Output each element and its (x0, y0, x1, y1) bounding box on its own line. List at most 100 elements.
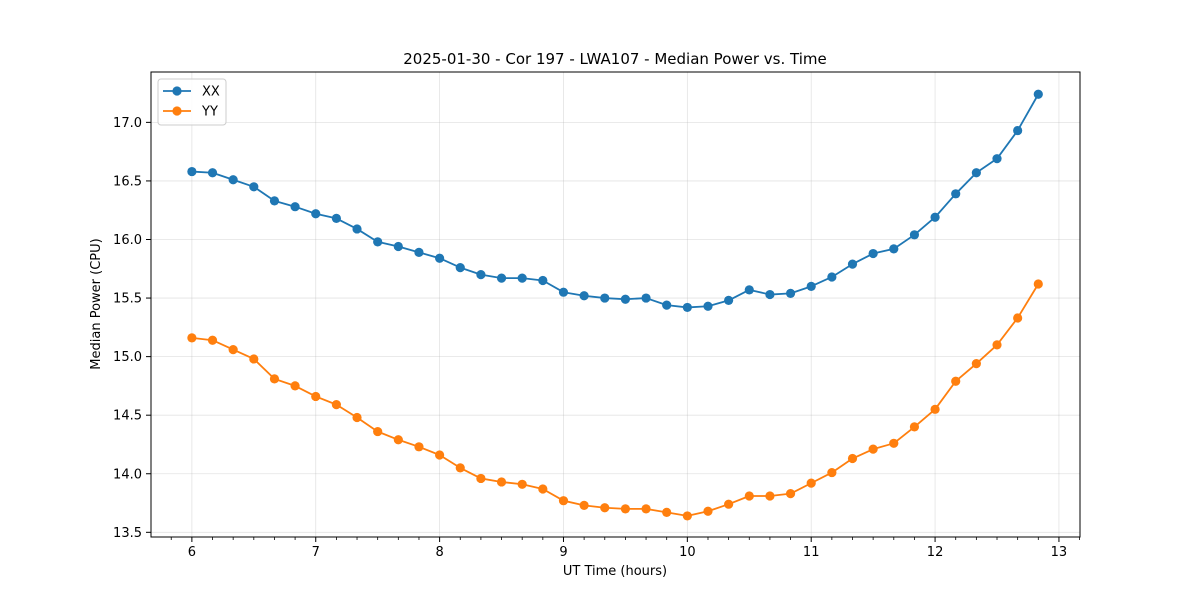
y-tick-label: 16.5 (113, 174, 142, 189)
chart-title: 2025-01-30 - Cor 197 - LWA107 - Median P… (403, 50, 827, 68)
x-tick-label: 9 (559, 545, 567, 560)
data-point (724, 499, 734, 509)
data-point (620, 504, 631, 514)
data-point (620, 294, 631, 304)
legend-entry-yy: YY (163, 105, 218, 120)
data-point (868, 248, 878, 259)
data-point (331, 400, 341, 410)
data-point (352, 224, 362, 234)
x-tick-label: 13 (1051, 545, 1068, 560)
data-point (207, 168, 218, 178)
series-xx (187, 89, 1043, 313)
legend: XX YY (157, 78, 227, 126)
data-point (971, 359, 981, 369)
series-layer (187, 89, 1043, 521)
data-point (558, 287, 569, 297)
data-point (806, 478, 816, 488)
data-point (847, 259, 858, 269)
data-point (476, 270, 486, 280)
data-point (311, 391, 321, 402)
y-tick-label: 14.5 (113, 409, 142, 424)
data-point (476, 473, 486, 484)
data-point (414, 247, 424, 257)
x-axis-label: UT Time (hours) (563, 564, 667, 579)
data-point (992, 154, 1002, 164)
data-point (1013, 313, 1023, 323)
data-point (373, 426, 383, 437)
series-yy (187, 279, 1043, 521)
data-point (290, 381, 300, 391)
series-yy-line (191, 283, 1040, 517)
legend-marker (172, 86, 182, 96)
data-point (930, 404, 940, 414)
data-point (558, 496, 569, 506)
data-point (207, 335, 218, 345)
data-point (249, 354, 259, 364)
data-point (785, 288, 796, 298)
data-point (662, 300, 672, 310)
data-point (352, 412, 362, 423)
x-tick-label: 7 (312, 545, 320, 560)
data-point (682, 302, 692, 313)
data-point (455, 263, 465, 273)
data-point (992, 340, 1002, 350)
data-point (331, 213, 341, 224)
x-tick-label: 8 (435, 545, 443, 560)
data-point (971, 168, 981, 178)
data-point (641, 293, 651, 303)
y-tick-label: 15.5 (113, 292, 142, 307)
data-point (1013, 125, 1023, 136)
data-point (827, 467, 837, 478)
y-tick-label: 13.5 (113, 526, 142, 541)
data-point (765, 491, 775, 501)
legend-label: YY (201, 105, 218, 120)
data-point (951, 376, 961, 386)
data-point (682, 511, 692, 521)
legend-label: XX (202, 85, 220, 100)
data-point (187, 333, 197, 343)
data-point (311, 209, 321, 219)
y-tick-label: 16.0 (113, 233, 142, 248)
data-point (373, 237, 383, 247)
data-point (579, 500, 589, 510)
data-point (744, 285, 754, 295)
data-point (785, 489, 796, 499)
data-point (868, 444, 878, 454)
data-point (827, 272, 837, 282)
data-point (435, 253, 445, 263)
legend-marker (172, 106, 182, 116)
data-point (744, 491, 754, 501)
data-point (414, 442, 424, 452)
data-point (517, 273, 527, 283)
data-point (538, 275, 548, 286)
data-point (909, 230, 920, 240)
data-point (951, 189, 961, 199)
data-point (538, 484, 548, 494)
data-point (1033, 279, 1043, 289)
data-point (600, 503, 610, 513)
data-point (930, 212, 940, 222)
legend-entry-xx: XX (163, 85, 220, 100)
data-point (393, 435, 403, 445)
axes: 6 7 8 9 10 11 12 13 13.5 14.0 14.5 15.0 15.5 16.0 16.5… (113, 116, 1080, 560)
series-xx-line (191, 93, 1040, 309)
data-point (393, 241, 403, 252)
y-tick-label: 14.0 (113, 467, 142, 482)
y-tick-label: 17.0 (113, 116, 142, 131)
data-point (1033, 89, 1043, 99)
data-point (228, 175, 238, 185)
data-point (579, 291, 589, 301)
data-point (847, 453, 858, 464)
data-point (269, 196, 280, 206)
data-point (517, 479, 527, 489)
data-point (600, 293, 610, 303)
data-point (909, 422, 920, 432)
data-point (806, 281, 816, 291)
y-axis-label: Median Power (CPU) (89, 238, 104, 369)
data-point (435, 450, 445, 460)
data-point (290, 202, 300, 212)
data-point (765, 289, 775, 300)
data-point (724, 295, 734, 305)
data-point (269, 374, 280, 384)
